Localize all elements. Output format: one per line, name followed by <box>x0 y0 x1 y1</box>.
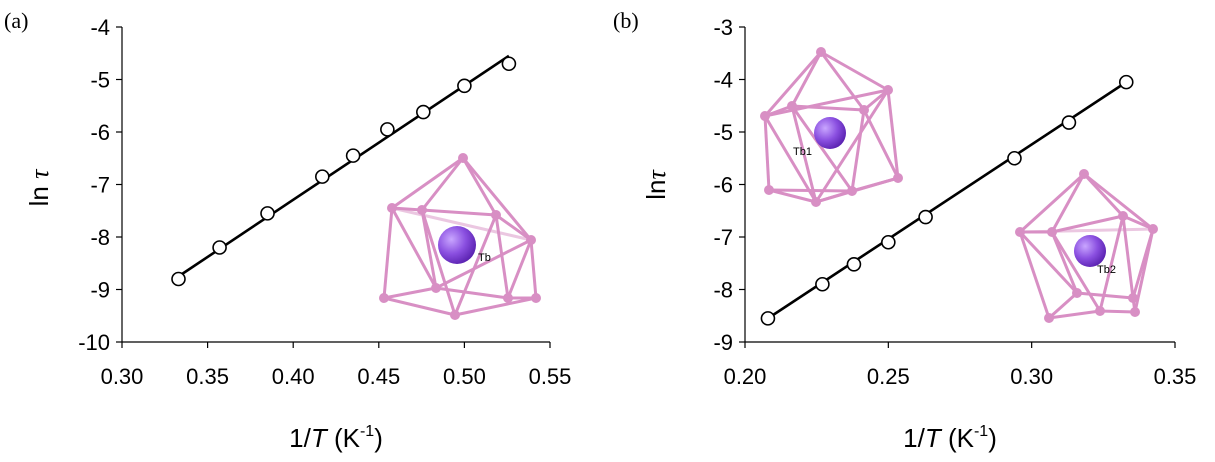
data-point <box>457 78 472 94</box>
y-tick-label: -9 <box>713 330 733 355</box>
y-tick-label: -3 <box>713 15 733 40</box>
y-tick-label: -8 <box>90 225 110 250</box>
y-axis-label-a: ln τ <box>24 168 54 206</box>
y-tick-label: -5 <box>713 120 733 145</box>
inset-label-tb1: Tb1 <box>793 146 812 158</box>
data-point <box>815 276 830 292</box>
x-tick-label: 0.50 <box>443 364 486 389</box>
data-point <box>918 209 933 225</box>
data-point <box>760 311 776 326</box>
data-point <box>345 148 361 163</box>
y-axis-label-b: lnτ <box>641 169 671 200</box>
data-point <box>315 169 330 184</box>
x-axis-label-a: 1/T (K-1) <box>289 423 383 453</box>
data-point <box>1118 74 1134 90</box>
x-tick-label: 0.35 <box>186 364 229 389</box>
x-tick-label: 0.30 <box>1010 364 1053 389</box>
x-tick-label: 0.20 <box>724 364 767 389</box>
tb2-coordination-polyhedron: Tb2 <box>1015 169 1158 323</box>
data-point <box>212 240 227 255</box>
data-point <box>1061 115 1077 130</box>
data-point <box>380 122 395 137</box>
y-tick-label: -6 <box>90 120 110 145</box>
chart-panel-a: (a) ln τ 1/T (K-1) Tb -4 -5 -6 -7 -8 -9 -10 0.3… <box>4 8 571 453</box>
y-tick-label: -9 <box>90 278 110 303</box>
data-point <box>501 56 517 72</box>
fit-line <box>177 54 510 278</box>
inset-label-tb2: Tb2 <box>1097 264 1116 276</box>
data-point <box>416 104 431 120</box>
chart-panel-b: (b) lnτ 1/T (K-1) Tb1 <box>613 8 1196 453</box>
tb1-coordination-polyhedron: Tb1 <box>760 47 903 207</box>
data-point <box>881 234 896 250</box>
y-tick-label: -8 <box>713 278 733 303</box>
y-tick-label: -5 <box>90 68 110 93</box>
data-point <box>171 271 186 287</box>
x-tick-label: 0.35 <box>1154 364 1197 389</box>
x-tick-label: 0.40 <box>272 364 315 389</box>
x-axis-label-b: 1/T (K-1) <box>903 423 997 453</box>
x-tick-label: 0.30 <box>101 364 144 389</box>
x-tick-label: 0.55 <box>529 364 572 389</box>
x-tick-label: 0.25 <box>867 364 910 389</box>
y-tick-label: -6 <box>713 173 733 198</box>
data-point <box>1007 150 1022 166</box>
y-tick-label: -7 <box>713 225 733 250</box>
data-point <box>260 206 275 221</box>
y-tick-label: -10 <box>78 330 110 355</box>
panel-label-a: (a) <box>4 8 28 33</box>
data-point <box>846 256 862 272</box>
y-tick-label: -4 <box>90 15 110 40</box>
y-tick-label: -7 <box>90 173 110 198</box>
x-tick-label: 0.45 <box>357 364 400 389</box>
tb-coordination-polyhedron: Tb <box>379 153 541 320</box>
inset-label-tb: Tb <box>478 252 491 264</box>
y-tick-label: -4 <box>713 68 733 93</box>
panel-label-b: (b) <box>613 8 639 33</box>
